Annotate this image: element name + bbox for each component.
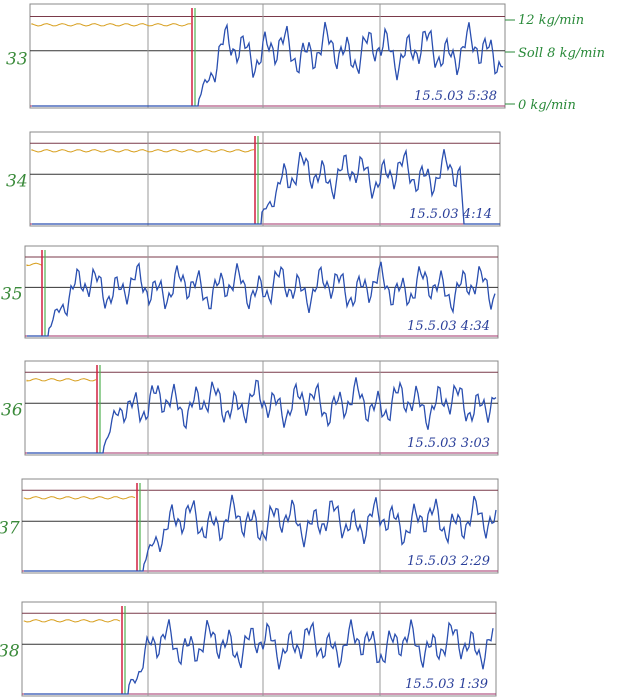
frame <box>21 601 497 697</box>
frame <box>24 245 499 339</box>
panel-label: 36 <box>1 401 23 421</box>
annotation: 0 kg/min <box>518 98 576 113</box>
strip-chart: 38 15.5.03 1:39 <box>0 601 497 697</box>
panel-label: 33 <box>6 49 28 69</box>
frame <box>29 131 501 227</box>
strip-chart: 37 15.5.03 2:29 <box>0 478 499 574</box>
timestamp: 15.5.03 1:39 <box>405 677 488 692</box>
flow-trace <box>32 21 504 107</box>
strip-chart: 33 15.5.03 5:38 <box>6 3 506 109</box>
strip-chart: 35 15.5.03 4:34 <box>1 245 499 339</box>
flow-trace <box>27 261 496 337</box>
timestamp: 15.5.03 4:34 <box>407 319 490 334</box>
annotation: Soll 8 kg/min <box>518 46 605 61</box>
panel-label: 35 <box>1 284 23 304</box>
timestamp: 15.5.03 5:38 <box>414 89 497 104</box>
status-trace <box>26 378 97 382</box>
status-trace <box>23 496 136 500</box>
status-trace <box>31 149 255 153</box>
flow-trace <box>27 377 497 454</box>
annotation: 12 kg/min <box>518 13 584 28</box>
flow-trace <box>24 494 497 572</box>
timestamp: 15.5.03 4:14 <box>409 207 492 222</box>
timestamp: 15.5.03 3:03 <box>407 436 490 451</box>
frame <box>24 360 499 456</box>
strip-chart: 36 15.5.03 3:03 <box>1 360 499 456</box>
flow-trace <box>32 148 500 225</box>
panel-label: 37 <box>0 519 20 539</box>
strip-chart: 34 15.5.03 4:14 <box>6 131 501 227</box>
panel-label: 38 <box>0 642 20 662</box>
status-trace <box>26 262 43 267</box>
status-trace <box>23 619 121 623</box>
panel-label: 34 <box>6 172 28 192</box>
frame <box>29 3 506 109</box>
status-trace <box>31 23 192 27</box>
flow-trace <box>24 619 494 695</box>
frame <box>21 478 499 574</box>
timestamp: 15.5.03 2:29 <box>407 554 490 569</box>
annotations: 12 kg/min Soll 8 kg/min 0 kg/min <box>505 13 605 113</box>
